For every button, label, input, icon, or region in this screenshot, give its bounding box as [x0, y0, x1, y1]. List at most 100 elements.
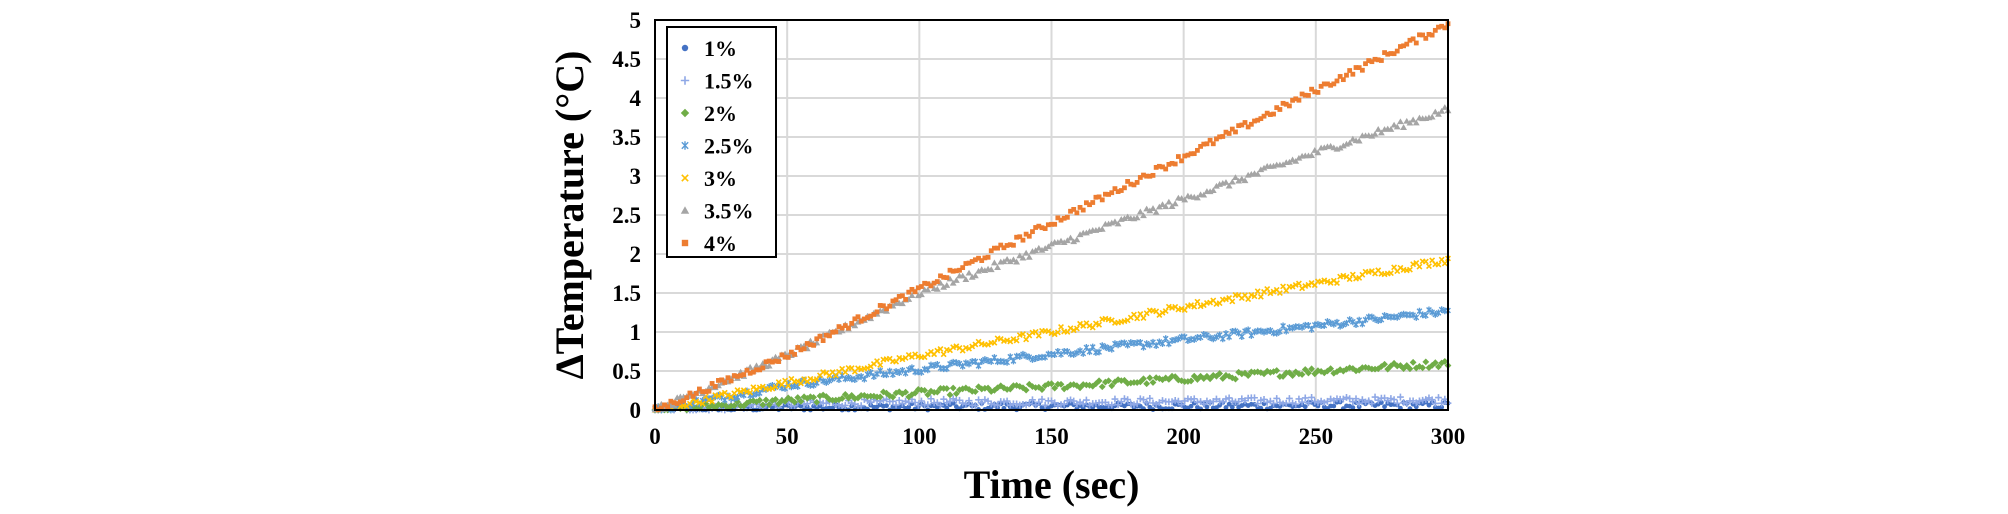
data-point [1174, 376, 1182, 384]
data-point [1175, 335, 1182, 343]
data-point [1355, 366, 1363, 374]
data-point [681, 398, 686, 404]
legend-marker [681, 141, 689, 150]
data-point [1331, 403, 1337, 409]
data-point [1239, 122, 1245, 128]
data-point [1003, 397, 1011, 405]
data-point [1039, 225, 1045, 231]
data-point [668, 398, 674, 404]
data-point [1226, 401, 1232, 407]
data-point [1041, 401, 1049, 409]
data-point [753, 386, 760, 393]
data-point [1207, 334, 1213, 342]
data-point [1115, 189, 1121, 194]
data-point [1010, 357, 1017, 365]
data-point [1168, 372, 1176, 380]
data-point [1025, 400, 1033, 408]
data-point [757, 367, 763, 373]
data-point [1150, 172, 1156, 178]
data-point [1318, 278, 1325, 285]
data-point [1274, 105, 1280, 111]
data-point [1410, 36, 1416, 42]
data-point [924, 401, 932, 409]
data-point [1051, 331, 1058, 338]
data-point [1045, 328, 1052, 335]
data-point [946, 391, 954, 399]
data-point [1079, 400, 1087, 408]
data-point [985, 254, 991, 260]
data-point [747, 370, 753, 376]
data-point [1029, 396, 1036, 404]
data-point [716, 378, 721, 383]
data-point [876, 393, 884, 401]
data-point [1362, 363, 1369, 371]
data-point [705, 397, 712, 404]
data-point [1070, 381, 1078, 388]
data-point [1057, 380, 1065, 388]
data-point [902, 388, 909, 396]
data-point [1178, 401, 1185, 409]
data-point [1105, 377, 1112, 385]
data-point [1252, 118, 1257, 124]
data-point [1111, 218, 1119, 225]
data-point [952, 277, 960, 283]
data-point [943, 365, 950, 373]
data-point [1149, 399, 1157, 407]
data-point [1420, 32, 1426, 38]
data-point [1352, 367, 1360, 375]
data-point [871, 312, 877, 317]
data-point [952, 390, 960, 398]
data-point [1003, 255, 1011, 262]
data-point [1251, 328, 1258, 336]
data-point [1210, 141, 1216, 147]
data-point [814, 336, 820, 342]
data-point [959, 399, 967, 407]
data-point [1108, 401, 1116, 409]
data-point [1352, 395, 1360, 403]
data-point [1190, 395, 1198, 403]
data-point [1099, 197, 1105, 203]
data-point [1206, 399, 1214, 406]
data-point [1140, 212, 1147, 219]
data-point [1264, 110, 1270, 116]
data-point [1171, 200, 1179, 207]
data-point [1099, 342, 1106, 350]
data-point [900, 293, 905, 299]
data-point [1397, 311, 1404, 319]
data-point [864, 370, 871, 378]
legend-label: 1.5% [704, 69, 754, 94]
data-point [1111, 378, 1119, 386]
data-point [1076, 384, 1084, 392]
data-point [927, 395, 935, 403]
data-point [1378, 400, 1384, 405]
data-point [1063, 397, 1071, 405]
data-point [963, 261, 969, 266]
data-point [1083, 200, 1089, 206]
legend-label: 1% [704, 36, 737, 61]
data-point [1381, 360, 1388, 368]
data-point [1293, 96, 1299, 102]
data-point [1429, 32, 1435, 38]
data-point [1309, 86, 1315, 92]
plot-frame [654, 19, 1449, 411]
data-point [1210, 335, 1217, 343]
data-point [1441, 260, 1448, 267]
data-point [1054, 402, 1062, 409]
data-point [1308, 365, 1316, 373]
data-point [740, 387, 747, 394]
data-point [884, 306, 889, 312]
data-point [1235, 368, 1243, 376]
data-point [841, 402, 849, 409]
y-tick-label: 2 [630, 242, 642, 267]
data-point [943, 399, 951, 407]
data-point [1004, 358, 1010, 366]
data-point [782, 354, 788, 360]
data-point [810, 393, 817, 401]
data-point [1390, 121, 1398, 128]
data-point [1131, 182, 1137, 188]
data-point [1324, 367, 1331, 375]
data-point [1311, 370, 1319, 378]
data-point [1070, 351, 1077, 358]
data-point [1337, 322, 1344, 330]
data-point [823, 332, 829, 338]
